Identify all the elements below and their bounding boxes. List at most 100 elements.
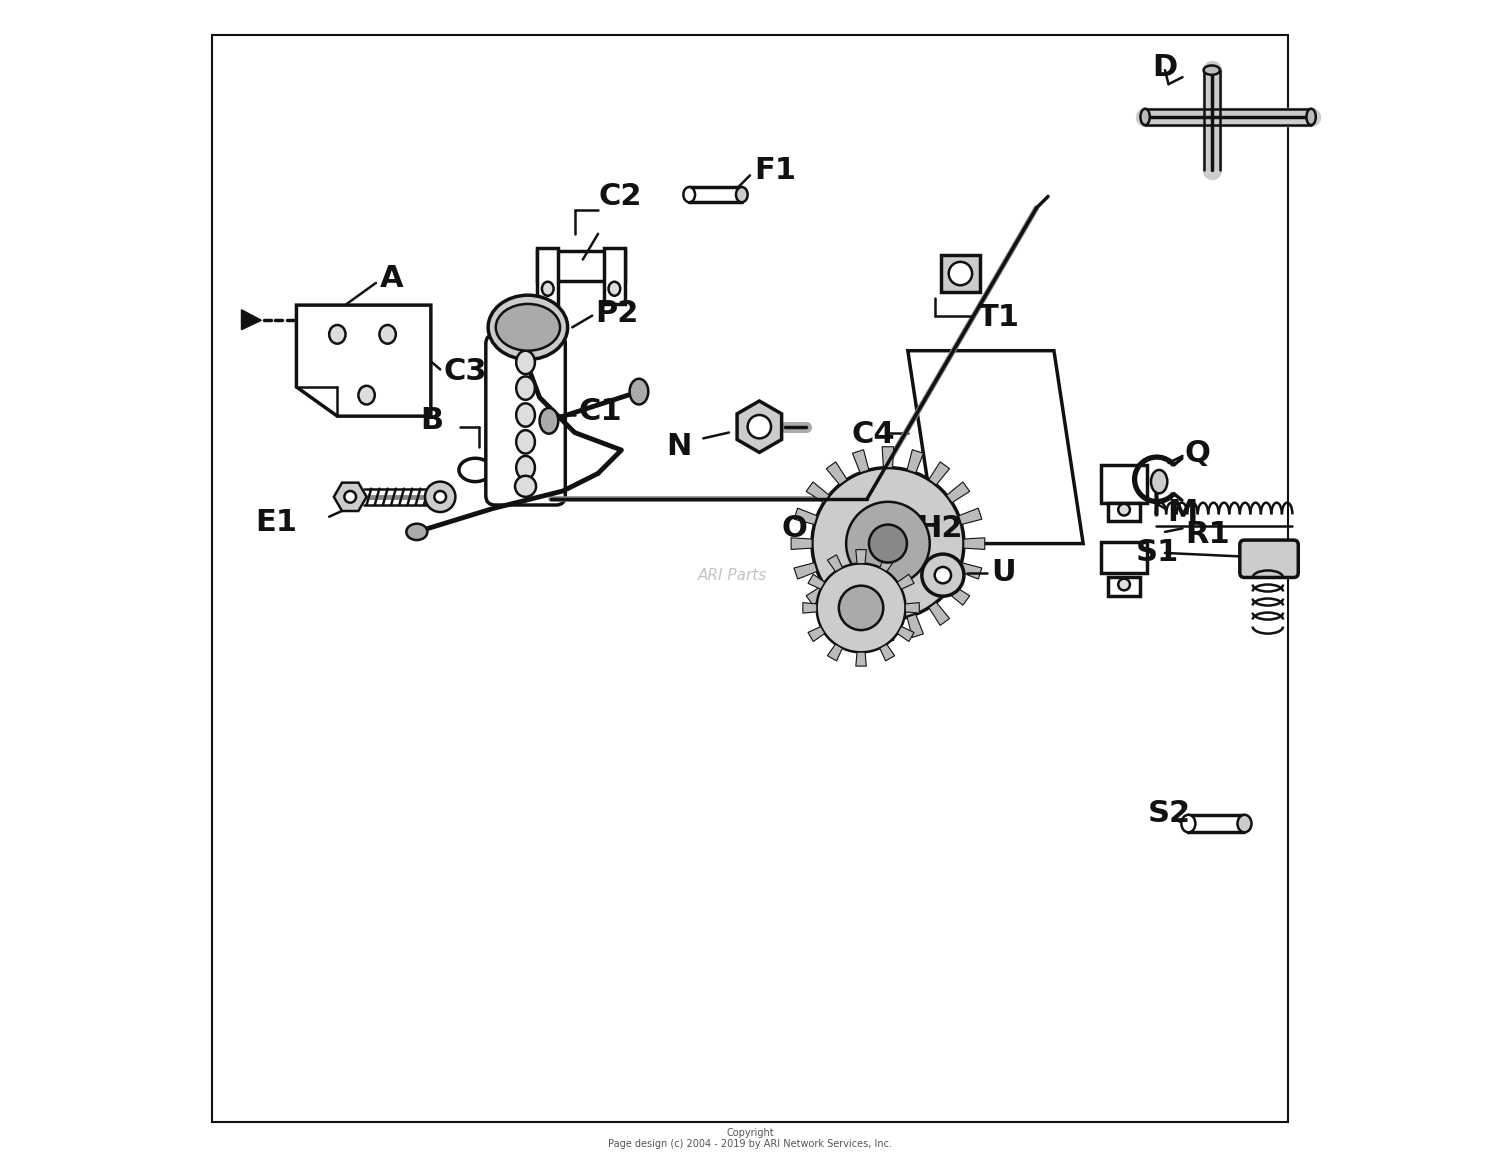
Text: Q: Q: [1185, 440, 1210, 468]
Ellipse shape: [736, 187, 747, 202]
Text: U: U: [992, 559, 1016, 587]
FancyBboxPatch shape: [486, 334, 566, 505]
Bar: [604, 248, 625, 304]
Text: B: B: [420, 407, 444, 435]
Ellipse shape: [328, 325, 345, 344]
Polygon shape: [794, 509, 818, 525]
Polygon shape: [242, 310, 261, 330]
Polygon shape: [908, 450, 924, 472]
Ellipse shape: [684, 187, 694, 202]
Polygon shape: [790, 538, 812, 549]
Ellipse shape: [516, 456, 536, 479]
Text: R1: R1: [1185, 520, 1230, 548]
Ellipse shape: [516, 403, 536, 427]
Ellipse shape: [1150, 470, 1167, 493]
Polygon shape: [852, 450, 868, 472]
Polygon shape: [856, 652, 867, 666]
Polygon shape: [908, 351, 1083, 544]
Text: D: D: [1152, 54, 1178, 82]
Circle shape: [922, 554, 964, 596]
Circle shape: [934, 567, 951, 583]
Ellipse shape: [630, 379, 648, 404]
Text: C1: C1: [578, 397, 622, 426]
Polygon shape: [828, 555, 843, 572]
Polygon shape: [808, 574, 825, 589]
Polygon shape: [882, 447, 894, 468]
Ellipse shape: [495, 304, 560, 351]
Text: C4: C4: [852, 421, 895, 449]
Polygon shape: [334, 483, 366, 511]
Circle shape: [868, 525, 907, 562]
Ellipse shape: [380, 325, 396, 344]
Text: N: N: [666, 433, 692, 461]
Text: Copyright
Page design (c) 2004 - 2019 by ARI Network Services, Inc.: Copyright Page design (c) 2004 - 2019 by…: [608, 1128, 892, 1149]
Polygon shape: [736, 401, 782, 452]
Ellipse shape: [514, 476, 535, 497]
Bar: [1107, 503, 1140, 521]
Polygon shape: [958, 509, 982, 525]
Bar: [1101, 542, 1148, 573]
Bar: [537, 248, 558, 304]
Bar: [1101, 465, 1148, 503]
Polygon shape: [856, 549, 867, 563]
Bar: [940, 255, 981, 292]
Polygon shape: [897, 574, 914, 589]
Ellipse shape: [459, 458, 492, 482]
Circle shape: [1118, 579, 1130, 590]
Polygon shape: [794, 562, 818, 579]
Circle shape: [1118, 504, 1130, 516]
Ellipse shape: [358, 386, 375, 404]
Circle shape: [816, 563, 906, 652]
Text: T1: T1: [978, 304, 1020, 332]
Ellipse shape: [542, 282, 554, 296]
Bar: [537, 251, 626, 281]
Text: ARI Parts: ARI Parts: [698, 568, 766, 582]
Circle shape: [747, 415, 771, 438]
Circle shape: [948, 262, 972, 285]
Text: C3: C3: [444, 358, 488, 386]
Polygon shape: [958, 562, 982, 579]
Ellipse shape: [1182, 815, 1196, 832]
Text: O: O: [782, 514, 807, 542]
Ellipse shape: [328, 309, 348, 332]
Polygon shape: [879, 555, 894, 572]
Ellipse shape: [516, 430, 536, 454]
Circle shape: [839, 586, 884, 630]
Polygon shape: [908, 615, 924, 637]
Text: S1: S1: [1136, 539, 1179, 567]
Polygon shape: [879, 644, 894, 660]
Polygon shape: [928, 462, 950, 485]
Polygon shape: [297, 305, 430, 416]
Ellipse shape: [516, 351, 536, 374]
Polygon shape: [828, 644, 843, 660]
Ellipse shape: [1203, 65, 1219, 75]
Ellipse shape: [1238, 815, 1251, 832]
Polygon shape: [946, 482, 969, 503]
Polygon shape: [827, 462, 848, 485]
Text: F1: F1: [754, 157, 796, 185]
Ellipse shape: [1140, 109, 1150, 125]
Polygon shape: [928, 602, 950, 625]
Text: E1: E1: [255, 509, 297, 537]
Ellipse shape: [540, 408, 558, 434]
Text: A: A: [380, 264, 404, 292]
FancyBboxPatch shape: [1240, 540, 1299, 577]
Circle shape: [435, 491, 445, 503]
Text: P2: P2: [596, 299, 639, 327]
Polygon shape: [806, 482, 830, 503]
Text: C2: C2: [598, 182, 642, 210]
Polygon shape: [897, 627, 914, 642]
Polygon shape: [827, 602, 848, 625]
Polygon shape: [964, 538, 986, 549]
Text: M: M: [1167, 498, 1197, 526]
Polygon shape: [882, 620, 894, 641]
Text: S2: S2: [1148, 800, 1191, 828]
Ellipse shape: [1306, 109, 1316, 125]
Polygon shape: [906, 603, 920, 613]
Bar: [1107, 577, 1140, 596]
Circle shape: [345, 491, 355, 503]
Circle shape: [846, 502, 930, 586]
Ellipse shape: [516, 376, 536, 400]
Polygon shape: [852, 615, 868, 637]
Ellipse shape: [488, 296, 567, 360]
